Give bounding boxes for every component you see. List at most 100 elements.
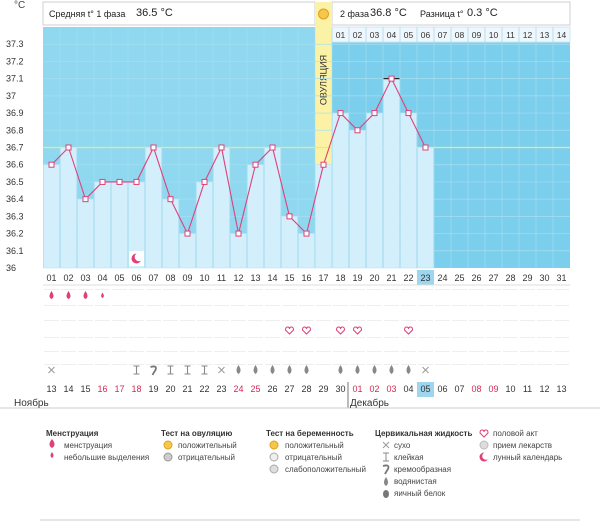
menstruation-drop-icon: [83, 291, 88, 299]
table-row-line: [367, 289, 382, 290]
table-row-line: [469, 305, 484, 306]
table-row-line: [146, 289, 161, 290]
x-day-label: 14: [267, 273, 277, 283]
table-row-line: [435, 337, 450, 338]
x-day-label: 18: [335, 273, 345, 283]
legend-eggwhite-icon: [383, 490, 389, 498]
y-tick-label: 36.4: [6, 194, 24, 204]
table-row-line: [401, 305, 416, 306]
legend-cervical-watery: водянистая: [394, 477, 437, 486]
table-row-line: [44, 351, 59, 352]
table-row-line: [520, 364, 535, 365]
table-row-line: [214, 289, 229, 290]
calendar-date: 22: [199, 384, 209, 394]
x-day-label: 17: [318, 273, 328, 283]
table-row-line: [197, 351, 212, 352]
table-row-line: [95, 320, 110, 321]
temperature-bar: [383, 78, 400, 269]
table-row-line: [554, 289, 569, 290]
temperature-bar: [417, 147, 434, 269]
cervical-sticky-icon: [201, 365, 208, 375]
table-row-line: [197, 337, 212, 338]
legend-menstruation-icon: [49, 439, 55, 448]
y-tick-label: 36.9: [6, 108, 24, 118]
table-row-line: [537, 364, 552, 365]
table-row-line: [197, 320, 212, 321]
moon-icon-cutout: [134, 252, 144, 262]
table-row-line: [486, 337, 501, 338]
menstruation-drop-icon: [49, 291, 54, 299]
calendar-date: 04: [403, 384, 413, 394]
table-row-line: [163, 364, 178, 365]
calendar-date: 16: [97, 384, 107, 394]
legend-dry-icon: [382, 441, 390, 449]
table-row-line: [520, 351, 535, 352]
temperature-point: [184, 230, 191, 237]
legend-pregnancy-test-title: Тест на беременность: [266, 429, 354, 438]
cervical-dry-icon: [422, 366, 429, 374]
table-row-line: [248, 289, 263, 290]
temperature-point: [371, 110, 378, 117]
temperature-difference-label: Разница t°: [420, 9, 464, 19]
ovulation-sun-icon: [318, 8, 329, 20]
calendar-date: 19: [148, 384, 158, 394]
table-row-line: [316, 364, 331, 365]
cervical-watery-icon: [406, 365, 411, 374]
table-row-line: [367, 320, 382, 321]
table-row-line: [214, 320, 229, 321]
table-row-line: [146, 320, 161, 321]
table-row-line: [469, 289, 484, 290]
table-row-line: [231, 364, 246, 365]
legend-pill-icon: [479, 440, 489, 450]
table-row-line: [316, 305, 331, 306]
table-row-line: [44, 364, 59, 365]
table-row-line: [163, 289, 178, 290]
table-row-line: [554, 351, 569, 352]
temperature-point: [218, 144, 225, 151]
table-row-line: [112, 305, 127, 306]
temperature-difference-value: 0.3 °C: [467, 7, 498, 19]
table-row-line: [333, 337, 348, 338]
temperature-bar: [366, 112, 383, 269]
table-row-line: [112, 320, 127, 321]
x-day-label: 01: [46, 273, 56, 283]
table-row-line: [333, 305, 348, 306]
menstruation-drop-icon: [101, 292, 104, 299]
table-row-line: [452, 320, 467, 321]
temperature-bar: [332, 112, 349, 269]
legend-pregnancy-weak-icon: [269, 464, 279, 474]
temperature-point: [252, 161, 259, 168]
legend-moon-icon-cutout: [482, 452, 490, 460]
temperature-point: [337, 110, 344, 117]
table-row-line: [333, 351, 348, 352]
x-day-label: 07: [148, 273, 158, 283]
cervical-watery-icon: [270, 365, 275, 374]
calendar-date: 15: [80, 384, 90, 394]
table-row-line: [316, 320, 331, 321]
table-row-line: [520, 289, 535, 290]
table-row-line: [248, 320, 263, 321]
table-row-line: [282, 337, 297, 338]
table-row-line: [146, 337, 161, 338]
table-row-line: [503, 337, 518, 338]
table-row-line: [248, 364, 263, 365]
x-day-label: 05: [114, 273, 124, 283]
table-row-line: [163, 351, 178, 352]
table-row-line: [435, 320, 450, 321]
intercourse-heart-icon: [284, 326, 295, 335]
cervical-watery-icon: [338, 365, 343, 374]
legend-pregnancy-weak: слабоположительный: [285, 465, 366, 474]
temperature-point: [82, 196, 89, 203]
table-row-line: [554, 337, 569, 338]
table-row-line: [265, 337, 280, 338]
calendar-date: 06: [437, 384, 447, 394]
table-row-line: [452, 289, 467, 290]
calendar-date: 17: [114, 384, 124, 394]
cervical-creamy-icon: [150, 365, 157, 376]
current-date-highlight: [417, 382, 434, 397]
y-tick-label: 37.2: [6, 56, 24, 66]
calendar-date: 26: [267, 384, 277, 394]
table-row-line: [469, 351, 484, 352]
table-row-line: [61, 337, 76, 338]
table-row-line: [61, 351, 76, 352]
